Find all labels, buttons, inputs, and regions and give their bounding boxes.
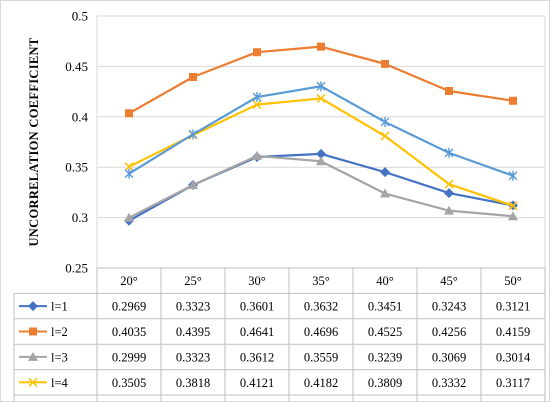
data-table-cell: 0.3117 xyxy=(496,376,530,390)
star-marker xyxy=(444,147,454,158)
x-tick-label: 45° xyxy=(440,274,458,288)
legend-entry: l=2 xyxy=(51,325,68,339)
legend-entry: l=4 xyxy=(51,376,69,390)
data-table-cell: 0.3809 xyxy=(368,376,402,390)
data-table-cell: 0.3332 xyxy=(432,376,466,390)
data-table-cell: 0.3451 xyxy=(368,300,402,314)
x-marker xyxy=(124,162,134,172)
x-marker xyxy=(252,100,262,110)
y-axis-label: UNCORRELATION COEFFICIENT xyxy=(27,37,41,246)
data-table-cell: 0.3632 xyxy=(304,300,338,314)
x-tick-label: 40° xyxy=(376,274,394,288)
diamond-marker xyxy=(316,148,326,159)
diamond-marker xyxy=(444,188,454,199)
y-tick-label: 0.25 xyxy=(65,261,88,276)
data-table-cell: 0.4256 xyxy=(432,325,466,339)
triangle-marker xyxy=(28,351,38,361)
x-tick-label: 30° xyxy=(248,274,266,288)
star-marker xyxy=(380,116,390,127)
triangle-marker xyxy=(252,150,262,160)
data-table-cell: 0.3323 xyxy=(176,350,210,364)
square-marker xyxy=(509,96,517,105)
square-marker xyxy=(253,48,261,57)
data-table-cell: 0.4159 xyxy=(496,325,530,339)
star-marker xyxy=(188,129,198,140)
series-group xyxy=(124,150,518,222)
triangle-marker xyxy=(188,180,198,190)
x-marker xyxy=(508,201,518,211)
square-marker xyxy=(381,59,389,68)
square-marker xyxy=(317,42,325,51)
star-marker xyxy=(508,170,518,181)
star-marker xyxy=(316,81,326,92)
data-table-cell: 0.3243 xyxy=(432,300,466,314)
data-table-cell: 0.3121 xyxy=(496,300,530,314)
x-marker xyxy=(380,131,390,141)
data-table-cell: 0.3559 xyxy=(304,350,338,364)
data-table-cell: 0.4395 xyxy=(176,325,210,339)
y-tick-label: 0.45 xyxy=(65,59,88,74)
x-tick-label: 25° xyxy=(184,274,202,288)
x-tick-label: 35° xyxy=(312,274,330,288)
y-tick-label: 0.5 xyxy=(72,9,88,24)
legend-entry: l=3 xyxy=(51,350,68,364)
y-tick-label: 0.35 xyxy=(65,160,88,175)
data-table-cell: 0.4035 xyxy=(112,325,146,339)
diamond-marker xyxy=(380,167,390,178)
data-table-cell: 0.3323 xyxy=(176,300,210,314)
x-tick-label: 20° xyxy=(120,274,138,288)
square-marker xyxy=(189,72,197,81)
data-table-cell: 0.4525 xyxy=(368,325,402,339)
data-table-cell: 0.3069 xyxy=(432,350,466,364)
triangle-marker xyxy=(508,211,518,221)
star-marker xyxy=(252,92,262,103)
data-table-cell: 0.4696 xyxy=(304,325,338,339)
x-tick-label: 50° xyxy=(504,274,522,288)
data-table-cell: 0.3818 xyxy=(176,376,210,390)
legend-entry: l=1 xyxy=(51,300,68,314)
diamond-marker xyxy=(28,301,38,312)
triangle-marker xyxy=(444,205,454,215)
y-tick-label: 0.3 xyxy=(72,210,88,225)
data-table-cell: 0.3239 xyxy=(368,350,402,364)
square-marker xyxy=(29,327,37,336)
triangle-marker xyxy=(124,212,134,222)
triangle-marker xyxy=(380,188,390,198)
data-table-cell: 0.4121 xyxy=(240,376,274,390)
data-table-cell: 0.3505 xyxy=(112,376,146,390)
data-table-cell: 0.2969 xyxy=(112,300,146,314)
x-marker xyxy=(316,93,326,103)
data-table-cell: 0.4182 xyxy=(304,376,338,390)
data-table-cell: 0.3612 xyxy=(240,350,274,364)
x-marker xyxy=(444,179,454,189)
data-table-cell: 0.3601 xyxy=(240,300,274,314)
data-table-cell: 0.2999 xyxy=(112,350,146,364)
x-marker xyxy=(28,377,38,387)
star-marker xyxy=(124,168,134,179)
y-tick-label: 0.4 xyxy=(72,109,89,124)
square-marker xyxy=(125,109,133,118)
triangle-marker xyxy=(316,156,326,166)
data-table-cell: 0.3014 xyxy=(496,350,531,364)
series-group xyxy=(125,42,517,118)
series-group xyxy=(124,81,518,181)
data-table-cell: 0.4641 xyxy=(240,325,274,339)
square-marker xyxy=(445,86,453,95)
